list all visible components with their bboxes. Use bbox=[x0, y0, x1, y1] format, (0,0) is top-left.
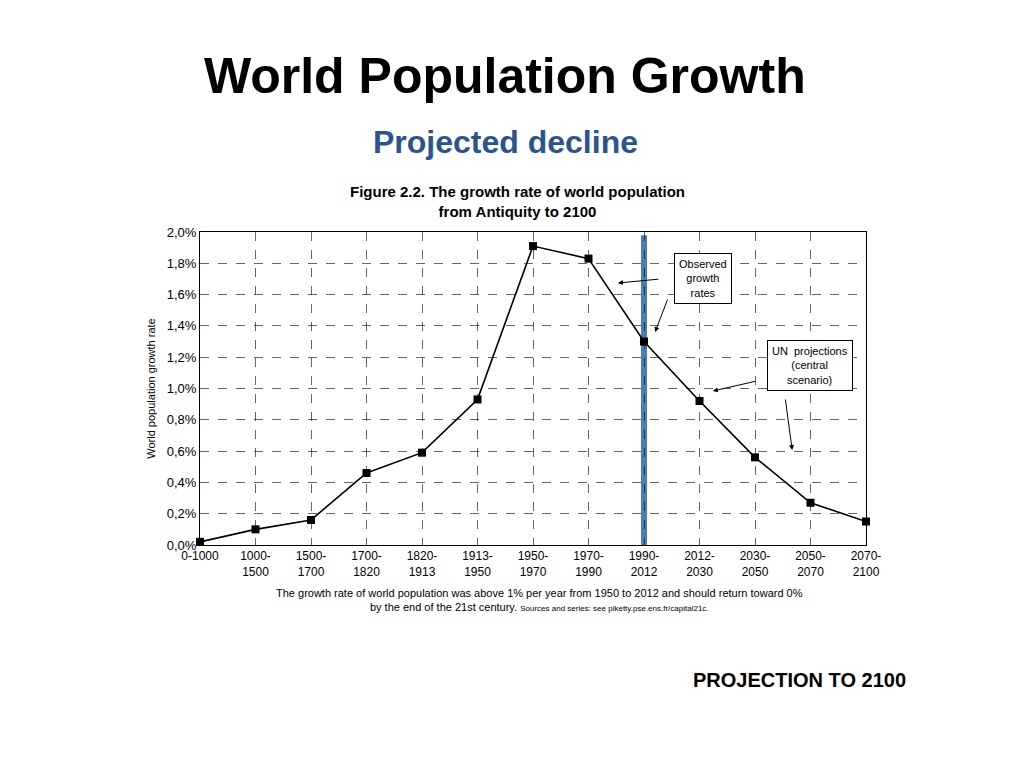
svg-text:0-1000: 0-1000 bbox=[181, 549, 219, 563]
svg-text:0,8%: 0,8% bbox=[167, 412, 197, 427]
svg-text:Projected decline: Projected decline bbox=[373, 124, 638, 160]
svg-text:1700-1820: 1700-1820 bbox=[351, 549, 382, 579]
svg-text:1,2%: 1,2% bbox=[167, 350, 197, 365]
svg-text:0,0%: 0,0% bbox=[167, 538, 197, 553]
svg-text:1913-1950: 1913-1950 bbox=[462, 549, 493, 579]
svg-text:2012-2030: 2012-2030 bbox=[684, 549, 715, 579]
svg-text:0,6%: 0,6% bbox=[167, 444, 197, 459]
svg-text:World population growth rate: World population growth rate bbox=[145, 318, 157, 458]
svg-text:PROJECTION TO 2100: PROJECTION TO 2100 bbox=[693, 669, 906, 691]
svg-text:The growth rate of world popul: The growth rate of world population was … bbox=[276, 587, 803, 613]
svg-text:1,6%: 1,6% bbox=[167, 287, 197, 302]
svg-text:2050-2070: 2050-2070 bbox=[795, 549, 826, 579]
svg-text:1,8%: 1,8% bbox=[167, 256, 197, 271]
svg-text:1820-1913: 1820-1913 bbox=[407, 549, 438, 579]
svg-text:2,0%: 2,0% bbox=[167, 225, 197, 240]
svg-text:World Population Growth: World Population Growth bbox=[204, 48, 806, 104]
svg-text:Figure 2.2. The growth rate of: Figure 2.2. The growth rate of world pop… bbox=[350, 183, 685, 220]
svg-text:1500-1700: 1500-1700 bbox=[296, 549, 327, 579]
svg-text:Observedgrowthrates: Observedgrowthrates bbox=[679, 258, 727, 299]
svg-text:0,4%: 0,4% bbox=[167, 475, 197, 490]
svg-text:1990-2012: 1990-2012 bbox=[629, 549, 660, 579]
svg-text:2070-2100: 2070-2100 bbox=[851, 549, 882, 579]
svg-text:1000-1500: 1000-1500 bbox=[240, 549, 271, 579]
svg-text:0,2%: 0,2% bbox=[167, 506, 197, 521]
svg-text:1,4%: 1,4% bbox=[167, 318, 197, 333]
svg-text:2030-2050: 2030-2050 bbox=[740, 549, 771, 579]
svg-text:1950-1970: 1950-1970 bbox=[518, 549, 549, 579]
svg-text:UN projections(centralscenari: UN projections(centralscenario) bbox=[772, 345, 848, 386]
svg-text:1,0%: 1,0% bbox=[167, 381, 197, 396]
svg-text:1970-1990: 1970-1990 bbox=[573, 549, 604, 579]
